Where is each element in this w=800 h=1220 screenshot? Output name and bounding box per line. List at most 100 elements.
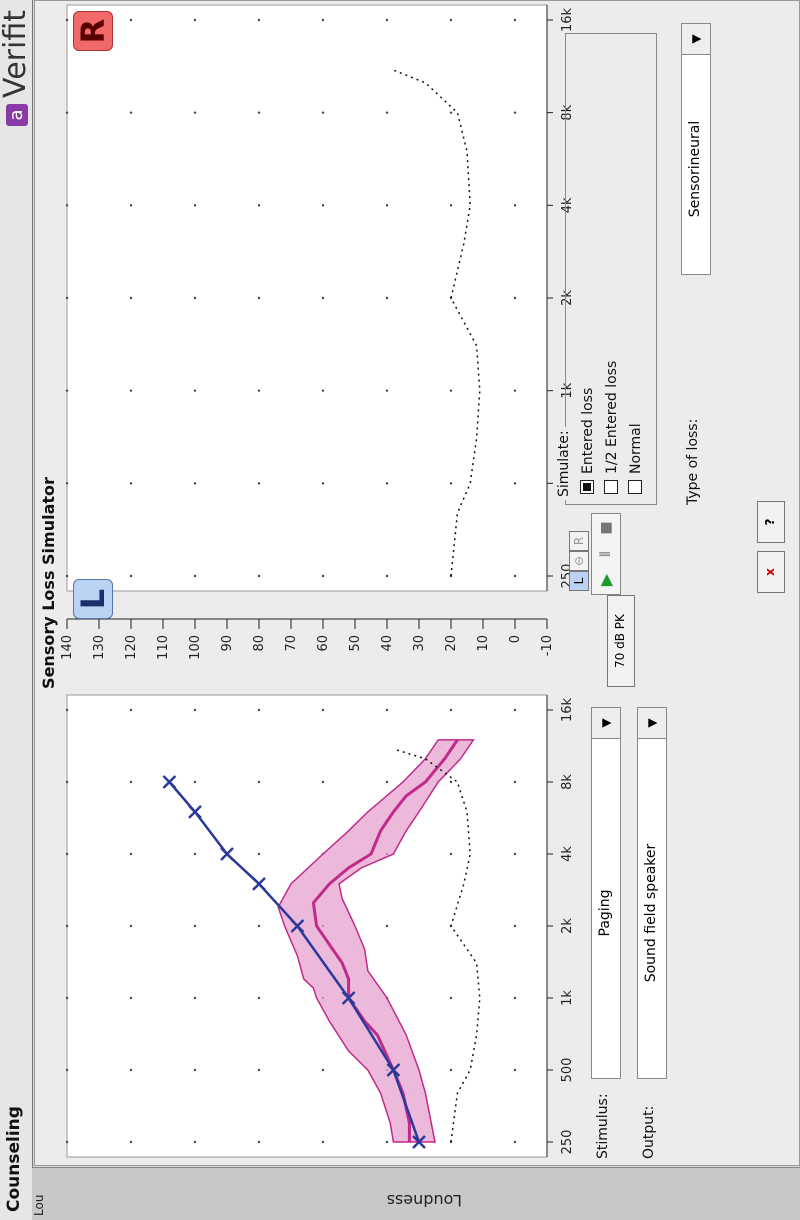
x-tick-label: 2k: [560, 290, 575, 306]
grid-dot: [129, 296, 133, 300]
grid-dot: [65, 1140, 69, 1144]
grid-dot: [193, 1068, 197, 1072]
grid-dot: [449, 18, 453, 22]
y-tick-label: 60: [316, 635, 331, 652]
grid-dot: [129, 574, 133, 578]
speech-band-median: [311, 739, 459, 1142]
type-of-loss-label: Type of loss:: [685, 418, 701, 505]
simulate-group: Simulate: Entered loss 1/2 Entered loss …: [556, 33, 657, 505]
grid-dot: [321, 18, 325, 22]
marker-stroke: [341, 991, 356, 1005]
marker-stroke: [162, 775, 177, 789]
grid-dot: [449, 482, 453, 485]
grid-dot: [385, 574, 389, 578]
window-title: Counseling: [4, 1106, 24, 1212]
grid-dot: [257, 482, 261, 485]
panel-title: Sensory Loss Simulator: [39, 477, 58, 689]
grid-dot: [385, 1140, 389, 1144]
grid-dot: [65, 574, 69, 578]
y-tick-label: 130: [92, 635, 107, 660]
play-icon[interactable]: ▶: [596, 573, 615, 587]
grid-dot: [257, 924, 261, 928]
x-tick-label: 4k: [560, 846, 575, 862]
grid-dot: [65, 852, 69, 856]
right-threshold-curve: [393, 69, 481, 577]
grid-dot: [513, 708, 517, 712]
grid-dot: [193, 852, 197, 856]
grid-dot: [385, 482, 389, 485]
grid-dot: [321, 574, 325, 578]
grid-dot: [65, 296, 69, 300]
grid-dot: [65, 996, 69, 1000]
right-plot-area: [66, 4, 548, 592]
help-button[interactable]: ?: [757, 501, 785, 543]
stop-icon[interactable]: ■: [598, 521, 614, 535]
grid-dot: [449, 780, 453, 784]
grid-dot: [129, 924, 133, 928]
grid-dot: [193, 18, 197, 22]
hearing-loss-marker: [412, 1135, 426, 1149]
level-button[interactable]: 70 dB PK: [607, 595, 635, 687]
grid-dot: [321, 389, 325, 392]
grid-dot: [449, 708, 453, 712]
grid-dot: [321, 111, 325, 114]
marker-stroke: [188, 804, 202, 819]
grid-dot: [257, 852, 261, 856]
type-of-loss-dropdown[interactable]: Sensorineural ▼: [681, 23, 711, 275]
type-of-loss-value: Sensorineural: [687, 120, 703, 218]
grid-dot: [65, 482, 69, 485]
grid-dot: [129, 996, 133, 1000]
y-tick-label: -10: [540, 635, 555, 656]
grid-dot: [129, 111, 133, 114]
grid-dot: [65, 924, 69, 928]
grid-dot: [449, 852, 453, 856]
grid-dot: [513, 204, 517, 207]
grid-dot: [513, 1068, 517, 1072]
x-tick-label: 8k: [560, 104, 575, 120]
pause-icon[interactable]: ⦀: [598, 550, 614, 558]
grid-dot: [257, 780, 261, 784]
link-right-button[interactable]: R: [569, 531, 589, 551]
x-tick-label: 16k: [560, 697, 575, 722]
right-ear-badge[interactable]: R: [73, 11, 113, 51]
left-ear-badge[interactable]: L: [73, 579, 113, 619]
left-strip: Lou Loudness: [32, 1167, 800, 1220]
grid-dot: [385, 111, 389, 114]
simulator-panel: Sensory Loss Simulator 250 500 1k 2k 4k 8k 16k…: [34, 0, 800, 1166]
y-tick-label: 10: [476, 635, 491, 652]
grid-dot: [321, 1068, 325, 1072]
close-button[interactable]: x: [757, 551, 785, 593]
grid-dot: [129, 389, 133, 392]
x-tick-label: 8k: [560, 774, 575, 790]
radio-entered-loss[interactable]: Entered loss: [580, 388, 596, 494]
radio-label: Normal: [628, 423, 644, 474]
grid-dot: [129, 18, 133, 22]
grid-dot: [193, 1140, 197, 1144]
grid-dot: [193, 296, 197, 300]
x-tick-label: 250: [560, 1130, 575, 1155]
radio-box: [628, 480, 642, 494]
link-left-button[interactable]: L: [569, 571, 589, 591]
x-tick-label: 1k: [560, 382, 575, 398]
output-dropdown[interactable]: Sound field speaker ▼: [637, 707, 667, 1079]
marker-stroke: [290, 919, 305, 933]
y-tick-label: 140: [61, 635, 75, 660]
grid-dot: [129, 1140, 133, 1144]
radio-half-loss[interactable]: 1/2 Entered loss: [604, 361, 620, 494]
link-icon[interactable]: ⊖: [569, 551, 589, 571]
grid-dot: [129, 204, 133, 207]
y-tick-label: 0: [508, 635, 523, 643]
grid-dot: [513, 482, 517, 485]
grid-dot: [257, 18, 261, 22]
y-axis: 140 130 120 110 100 90 80 70 60 50 40 30 20 10 0 -10: [61, 618, 555, 660]
radio-label: 1/2 Entered loss: [604, 360, 620, 474]
stimulus-dropdown[interactable]: Paging ▼: [591, 707, 621, 1079]
grid-dot: [129, 708, 133, 712]
grid-dot: [449, 1068, 453, 1072]
y-tick-label: 90: [220, 635, 235, 652]
radio-normal[interactable]: Normal: [628, 423, 644, 494]
grid-dot: [321, 482, 325, 485]
grid-dot: [65, 1068, 69, 1072]
